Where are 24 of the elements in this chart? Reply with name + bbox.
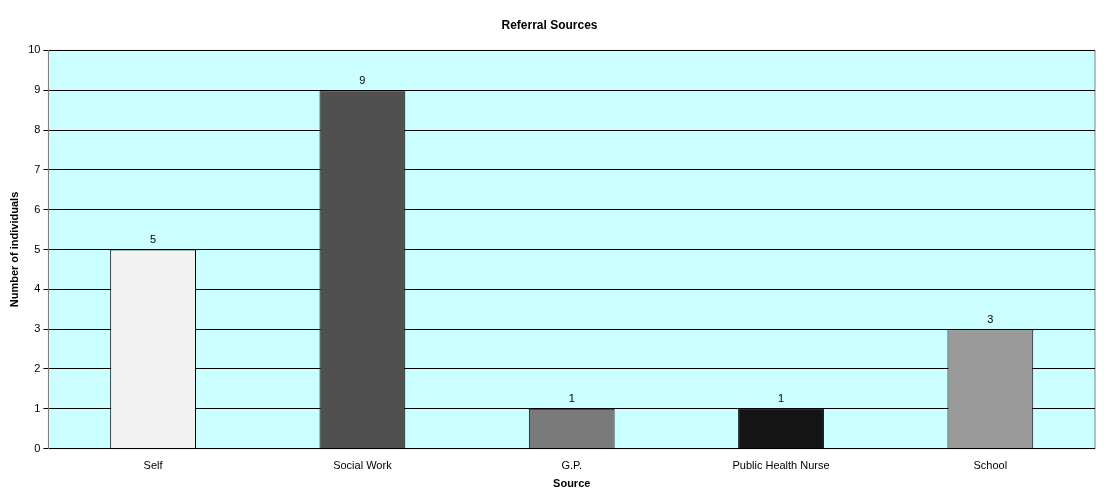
x-tick-label: Self	[143, 459, 164, 472]
y-axis-title: Number of individuals	[7, 191, 20, 308]
x-tick-label: School	[973, 459, 1008, 472]
data-label: 1	[568, 392, 575, 405]
data-label: 3	[987, 312, 994, 325]
data-label: 1	[777, 392, 785, 405]
y-tick-label: 1	[34, 401, 41, 414]
x-tick-label: G.P.	[561, 459, 583, 472]
y-tick-label: 2	[34, 361, 41, 374]
data-label: 9	[359, 73, 366, 86]
y-tick-label: 0	[34, 441, 41, 454]
y-tick-label: 7	[34, 162, 41, 175]
x-axis-title: Source	[553, 477, 591, 490]
y-tick-label: 9	[34, 83, 41, 96]
y-tick-label: 5	[34, 242, 41, 255]
y-tick-label: 8	[34, 123, 41, 136]
x-tick-label: Social Work	[333, 459, 393, 472]
x-tick-label: Public Health Nurse	[732, 459, 830, 472]
y-tick-label: 3	[34, 322, 41, 335]
y-tick-label: 4	[34, 282, 41, 295]
y-tick-label: 6	[34, 202, 41, 215]
y-tick-label: 10	[28, 43, 41, 56]
data-label: 5	[150, 233, 157, 246]
chart-title: Referral Sources	[501, 17, 598, 32]
